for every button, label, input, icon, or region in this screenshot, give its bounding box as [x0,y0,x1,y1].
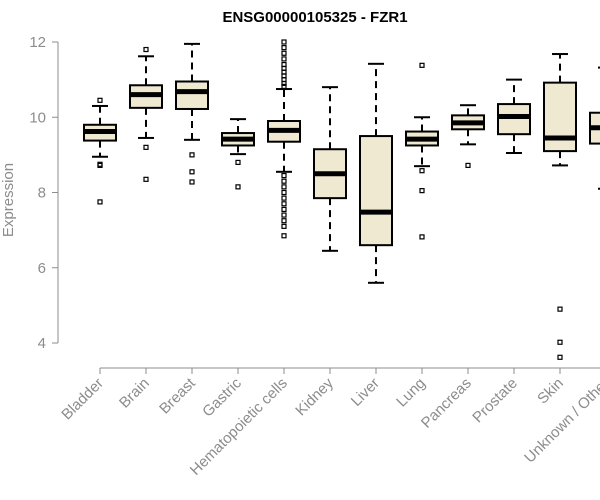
box-gastric [221,118,255,190]
outlier-point [189,169,195,175]
outlier-point [281,39,287,45]
outlier-point [281,83,287,89]
x-tick-label: Lung [393,375,429,411]
outlier-point [281,178,287,184]
outlier-point [281,189,287,196]
box-liver [359,62,393,284]
outlier-point [419,234,425,240]
box-hematopoietic-cells [267,39,301,239]
x-tick-label: Breast [156,374,199,417]
outlier-point [281,201,287,207]
outlier-point [281,56,287,62]
outlier-point [419,62,425,68]
outlier-point [465,162,471,169]
box-prostate [497,78,531,154]
outlier-point [557,354,563,360]
outlier-point [281,206,287,213]
iqr-box [497,103,531,136]
outlier-point [419,168,425,174]
outlier-point [143,46,149,53]
outlier-point [143,176,149,182]
boxes-group [83,39,600,360]
outlier-point [281,80,287,86]
x-tick-label: Pancreas [418,375,475,432]
outlier-point [419,188,425,194]
iqr-box [175,80,209,110]
outlier-point [189,179,195,185]
y-tick-label: 12 [29,34,46,51]
y-tick-label: 4 [38,335,46,352]
outlier-point [97,162,103,169]
iqr-box [359,135,393,247]
outlier-point [143,144,149,150]
outlier-point [557,306,563,312]
box-unknown-other [589,66,600,190]
y-axis-label: Expression [0,163,17,237]
x-tick-label: Gastric [199,374,245,420]
outlier-point [235,184,241,190]
box-brain [129,46,163,182]
outlier-point [189,152,195,158]
outlier-point [281,233,287,239]
outlier-point [97,97,103,103]
box-breast [175,42,209,185]
x-tick-label: Brain [116,375,153,412]
outlier-point [97,199,103,205]
box-bladder [83,97,117,205]
x-tick-label: Liver [348,375,383,410]
y-tick-label: 10 [29,109,46,126]
box-lung [405,62,439,240]
outlier-point [281,195,287,201]
outlier-point [281,184,287,190]
outlier-point [281,50,287,56]
outlier-point [235,159,241,165]
x-tick-label: Bladder [58,375,107,424]
x-tick-label: Kidney [292,374,337,419]
iqr-box [543,81,577,153]
outlier-point [281,45,287,51]
outlier-point [281,218,287,224]
outlier-point [557,339,563,345]
y-axis: 4 6 8 10 12 [29,34,59,352]
outlier-point [281,212,287,218]
x-tick-label: Prostate [469,375,521,427]
chart-title: ENSG00000105325 - FZR1 [222,9,407,26]
outlier-point [281,223,287,229]
y-tick-label: 6 [38,260,46,277]
outlier-point [281,172,287,179]
box-pancreas [451,104,485,169]
box-skin [543,53,577,360]
y-tick-label: 8 [38,185,46,202]
x-tick-label: Skin [534,375,567,408]
box-kidney [313,86,347,252]
